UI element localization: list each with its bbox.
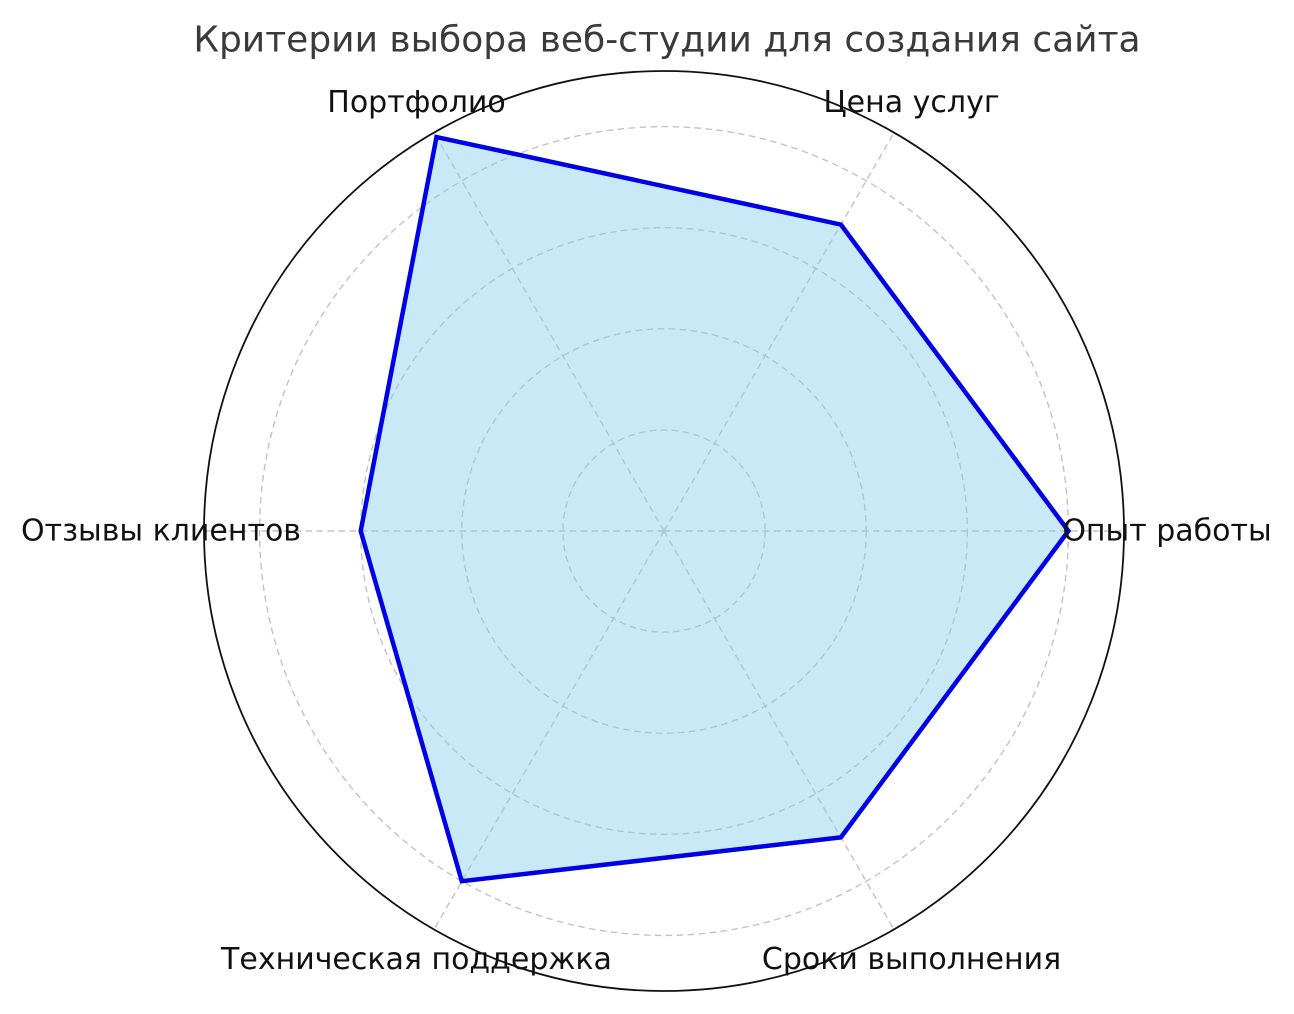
axis-label: Опыт работы (1062, 514, 1271, 549)
axis-label: Цена услуг (823, 85, 999, 120)
data-polygon (358, 134, 1072, 884)
axis-label: Отзывы клиентов (21, 514, 301, 549)
polar-outline-circle (203, 70, 1125, 992)
chart-title: Критерии выбора веб-студии для создания … (193, 20, 1140, 61)
axis-label: Портфолио (327, 85, 505, 120)
axis-label: Техническая поддержка (220, 942, 612, 977)
axis-label: Сроки выполнения (762, 942, 1061, 977)
